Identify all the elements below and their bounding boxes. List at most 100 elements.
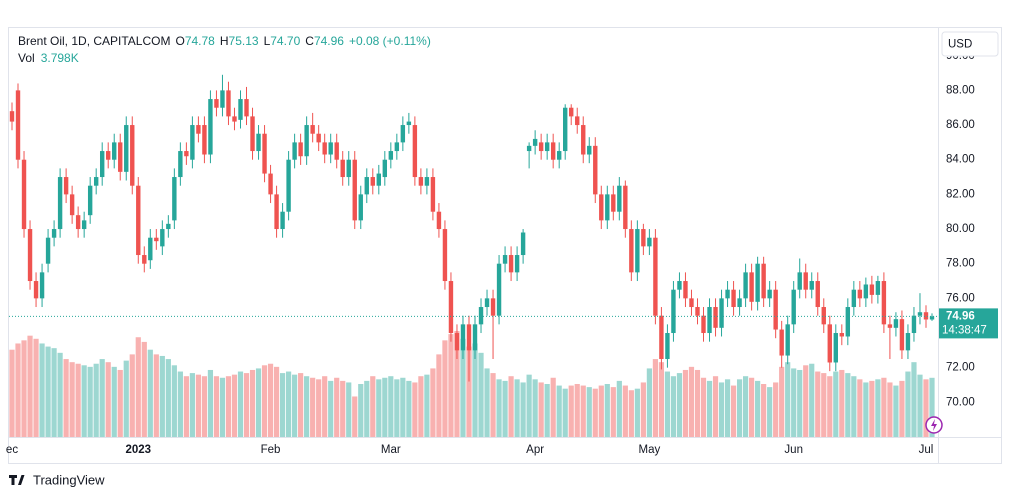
volume-bar bbox=[694, 369, 701, 437]
candle-body bbox=[304, 125, 309, 157]
volume-bar bbox=[767, 387, 773, 437]
candle-body bbox=[9, 111, 15, 122]
volume-bar bbox=[821, 373, 827, 437]
currency-box[interactable] bbox=[941, 31, 999, 57]
volume-bar bbox=[676, 373, 683, 437]
candle-body bbox=[508, 255, 514, 273]
volume-bar bbox=[833, 371, 839, 437]
candle-body bbox=[148, 237, 153, 261]
volume-bar bbox=[33, 338, 39, 437]
candle-body bbox=[118, 142, 123, 172]
volume-bar bbox=[165, 359, 171, 437]
volume-bar bbox=[231, 374, 238, 437]
volume-bar bbox=[562, 388, 568, 437]
volume-value: 3.798K bbox=[41, 51, 79, 65]
volume-header: Vol 3.798K bbox=[18, 51, 79, 65]
candle-body bbox=[569, 107, 574, 117]
candle-body bbox=[15, 90, 21, 160]
candle-body bbox=[731, 289, 736, 308]
volume-bar bbox=[929, 377, 935, 437]
volume-bar bbox=[923, 379, 929, 437]
volume-bar bbox=[237, 371, 244, 437]
volume-bar bbox=[496, 379, 502, 437]
candle-body bbox=[27, 229, 33, 282]
volume-bar bbox=[736, 379, 743, 437]
candle-body bbox=[460, 324, 466, 351]
candle-body bbox=[45, 237, 51, 264]
candle-body bbox=[75, 215, 81, 230]
candle-body bbox=[749, 272, 754, 302]
volume-bar bbox=[346, 382, 352, 437]
volume-bar bbox=[352, 396, 358, 437]
volume-bar bbox=[718, 382, 725, 437]
candle-body bbox=[63, 177, 69, 195]
candle-body bbox=[334, 142, 339, 160]
volume-bar bbox=[9, 349, 15, 437]
y-tick-label: 84.00 bbox=[946, 154, 975, 166]
volume-bar bbox=[532, 379, 538, 437]
volume-bar bbox=[310, 377, 316, 437]
volume-bar bbox=[225, 376, 232, 437]
candle-body bbox=[478, 307, 484, 325]
candle-body bbox=[641, 229, 646, 247]
candle-body bbox=[418, 177, 424, 186]
volume-bar bbox=[550, 377, 556, 437]
candle-body bbox=[352, 159, 357, 221]
volume-bar bbox=[81, 365, 87, 437]
volume-bar bbox=[340, 380, 346, 437]
volume-bar bbox=[857, 379, 863, 437]
logo-mark bbox=[9, 475, 25, 485]
volume-bar bbox=[899, 380, 905, 437]
volume-bar bbox=[803, 365, 809, 437]
candle-body bbox=[587, 145, 592, 155]
volume-bar bbox=[640, 382, 646, 437]
volume-bar bbox=[574, 384, 580, 437]
candle-body bbox=[382, 159, 388, 178]
ohlc-value: 74.70 bbox=[270, 34, 300, 48]
volume-bar bbox=[201, 376, 208, 437]
candle-body bbox=[400, 125, 406, 143]
candle-body bbox=[725, 289, 730, 299]
candle-body bbox=[412, 125, 418, 178]
volume-bar bbox=[797, 369, 803, 437]
candle-body bbox=[436, 211, 442, 230]
candle-body bbox=[160, 229, 165, 247]
candle-body bbox=[196, 125, 201, 134]
volume-bar bbox=[322, 376, 328, 437]
volume-bar bbox=[69, 362, 75, 437]
currency[interactable]: USD bbox=[948, 39, 972, 51]
y-tick-label: 82.00 bbox=[946, 188, 975, 200]
candle-body bbox=[887, 324, 893, 328]
last-price-box bbox=[939, 308, 998, 339]
ohlc-label: O bbox=[175, 34, 184, 48]
volume-bar bbox=[911, 362, 917, 437]
volume-bar bbox=[141, 341, 147, 437]
y-tick-label: 78.00 bbox=[946, 258, 975, 270]
countdown: 14:38:47 bbox=[942, 324, 987, 336]
volume-bar bbox=[382, 377, 388, 437]
volume-bar bbox=[502, 380, 508, 437]
volume-bar bbox=[634, 388, 640, 437]
candle-body bbox=[136, 185, 141, 256]
candle-body bbox=[677, 281, 682, 290]
candle-body bbox=[575, 116, 580, 126]
volume-bar bbox=[490, 373, 496, 437]
volume-layer bbox=[9, 331, 935, 437]
candle-body bbox=[683, 281, 688, 299]
candle-body bbox=[719, 298, 724, 328]
volume-bar bbox=[400, 377, 406, 437]
volume-bar bbox=[508, 376, 514, 437]
volume-bar bbox=[376, 379, 382, 437]
candle-body bbox=[292, 142, 297, 160]
volume-bar bbox=[580, 385, 586, 437]
volume-bar bbox=[706, 380, 713, 437]
candle-body bbox=[166, 223, 171, 230]
volume-bar bbox=[63, 359, 69, 437]
volume-bar bbox=[670, 376, 677, 437]
legend-header: Brent Oil, 1D, CAPITALCOM O74.78 H75.13 L74… bbox=[18, 34, 431, 48]
candle-body bbox=[827, 324, 832, 363]
volume-bar bbox=[785, 362, 791, 437]
candle-body bbox=[232, 116, 237, 122]
candle-body bbox=[635, 229, 640, 273]
